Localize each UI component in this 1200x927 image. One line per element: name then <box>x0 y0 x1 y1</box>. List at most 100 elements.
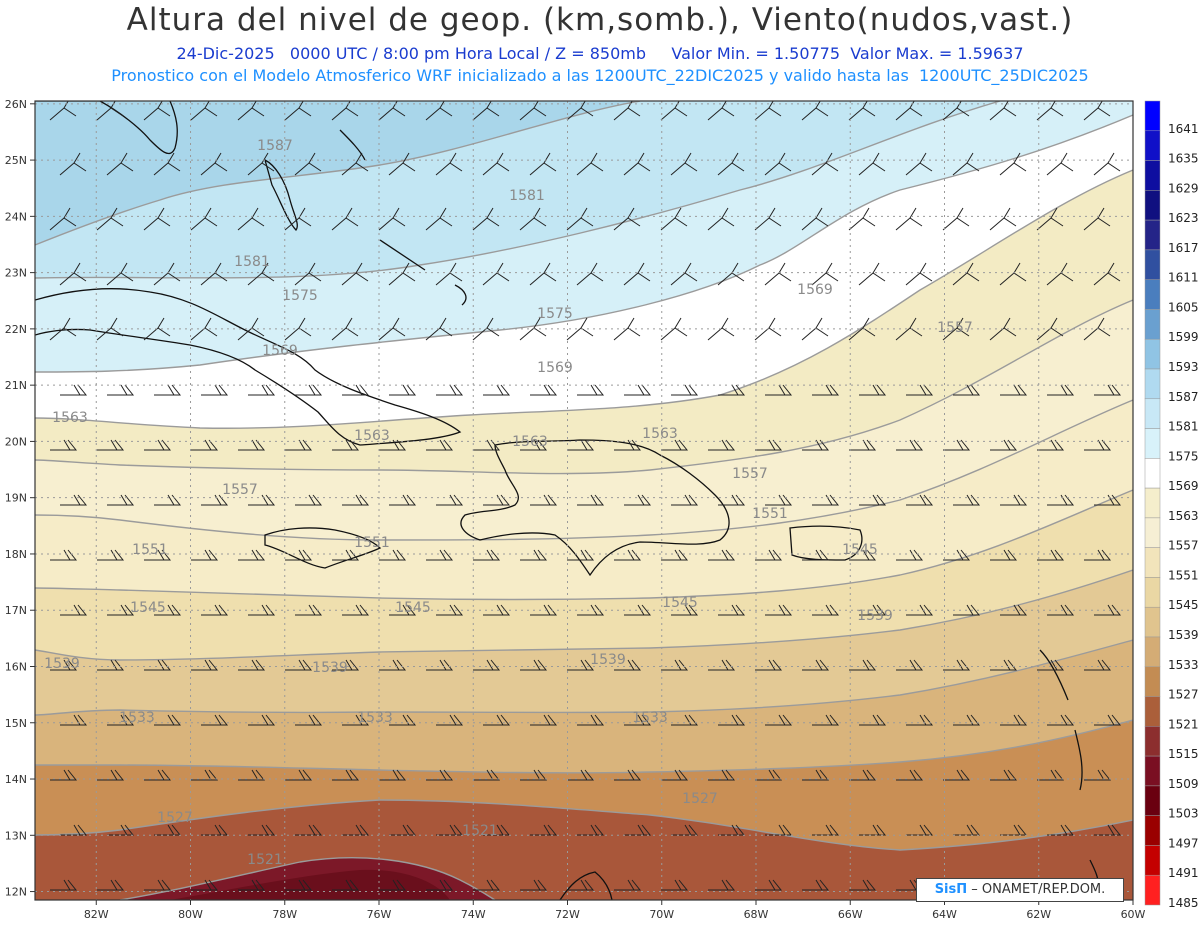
wind-barb <box>755 439 783 451</box>
wind-barb <box>191 659 219 671</box>
wind-barb <box>389 494 417 506</box>
wind-barb <box>718 494 746 506</box>
wind-barb <box>812 384 840 396</box>
wind-barb <box>811 152 839 176</box>
wind-barb <box>765 384 793 396</box>
wind-barb <box>614 659 642 671</box>
wind-barb <box>60 714 88 726</box>
band-1545 <box>35 490 1133 660</box>
wind-barb <box>812 824 840 836</box>
wind-barb <box>567 549 595 561</box>
wind-barb <box>530 494 558 506</box>
wind-barb <box>342 824 370 836</box>
contour-label: 1521 <box>247 852 283 868</box>
wind-barb <box>1047 494 1075 506</box>
colorbar-swatch <box>1144 130 1161 161</box>
wind-barb <box>943 769 971 781</box>
wind-barb <box>520 769 548 781</box>
wind-barb <box>60 494 88 506</box>
band-1539 <box>35 570 1133 715</box>
wind-barb <box>765 714 793 726</box>
colorbar-swatch <box>1144 815 1161 846</box>
wind-barb <box>519 101 547 121</box>
wind-barb <box>97 769 125 781</box>
wind-barb <box>284 317 312 341</box>
wind-barb <box>97 439 125 451</box>
colorbar-label: 1605 <box>1168 300 1199 314</box>
colorbar-swatch <box>1144 845 1161 876</box>
colorbar-label: 1491 <box>1168 866 1199 880</box>
wind-barb <box>332 769 360 781</box>
wind-barb <box>482 152 510 176</box>
wind-barb <box>755 769 783 781</box>
lat-label: 15N <box>5 717 27 730</box>
wind-barb <box>49 101 77 121</box>
contour-label: 1527 <box>157 810 193 826</box>
contour-label: 1557 <box>222 482 258 498</box>
colorbar-label: 1569 <box>1168 479 1199 493</box>
wind-barb <box>849 879 877 891</box>
wind-barb <box>566 317 594 341</box>
wind-barb <box>342 384 370 396</box>
bahamas-4 <box>454 284 467 306</box>
lon-label: 70W <box>649 908 674 921</box>
wind-barb <box>624 714 652 726</box>
band-1527 <box>35 720 1133 850</box>
wind-barb <box>378 207 406 231</box>
wind-barb <box>764 152 792 176</box>
wind-barb <box>425 317 453 341</box>
colorbar-swatch <box>1144 517 1161 548</box>
wind-barb <box>379 439 407 451</box>
band-1587 <box>35 101 640 245</box>
wind-barb <box>660 101 688 121</box>
wind-barb <box>624 824 652 836</box>
wind-barb <box>60 824 88 836</box>
contour-label: 1581 <box>509 188 545 204</box>
wind-barb <box>389 384 417 396</box>
wind-barb <box>708 439 736 451</box>
wind-barb <box>661 439 689 451</box>
sispi-logo: SisΠ <box>934 882 968 897</box>
wind-barb <box>1037 439 1065 451</box>
lat-label: 14N <box>5 773 27 786</box>
lat-label: 22N <box>5 323 27 336</box>
colorbar-swatch <box>1144 309 1161 340</box>
wind-barb <box>436 604 464 616</box>
wind-barb <box>154 384 182 396</box>
wind-barb <box>671 494 699 506</box>
wind-barb <box>576 152 604 176</box>
wind-barb <box>848 101 876 121</box>
wind-barb <box>483 384 511 396</box>
wind-barb <box>577 384 605 396</box>
lon-label: 72W <box>555 908 580 921</box>
wind-barb <box>143 317 171 341</box>
wind-barb <box>144 439 172 451</box>
colorbar-label: 1575 <box>1168 449 1199 463</box>
wind-barb <box>96 317 124 341</box>
wind-barb <box>1037 659 1065 671</box>
wind-barb <box>943 439 971 451</box>
wind-barb <box>1036 207 1064 231</box>
wind-barb <box>97 549 125 561</box>
wind-barb <box>248 384 276 396</box>
wind-barb <box>623 152 651 176</box>
wind-barb <box>426 769 454 781</box>
wind-barb <box>896 769 924 781</box>
wind-barb <box>519 317 547 341</box>
wind-barb <box>1094 824 1122 836</box>
colorbar-swatch <box>1144 368 1161 400</box>
map-axes: 26N 25N 24N 23N 22N 21N 20N 19N 18N 17N 16N 15N 14N 1… <box>5 98 1146 921</box>
wind-barb <box>520 879 548 891</box>
wind-barb <box>60 384 88 396</box>
colorbar-label: 1635 <box>1168 152 1199 166</box>
wind-barb <box>107 714 135 726</box>
wind-barb <box>1036 101 1064 121</box>
wind-barb <box>473 549 501 561</box>
wind-barb <box>953 384 981 396</box>
contour-label: 1563 <box>642 426 678 442</box>
wind-barb <box>378 101 406 121</box>
contour-label: 1527 <box>682 791 718 807</box>
band-1569 <box>35 115 1133 429</box>
colorbar-swatch <box>1144 547 1161 578</box>
